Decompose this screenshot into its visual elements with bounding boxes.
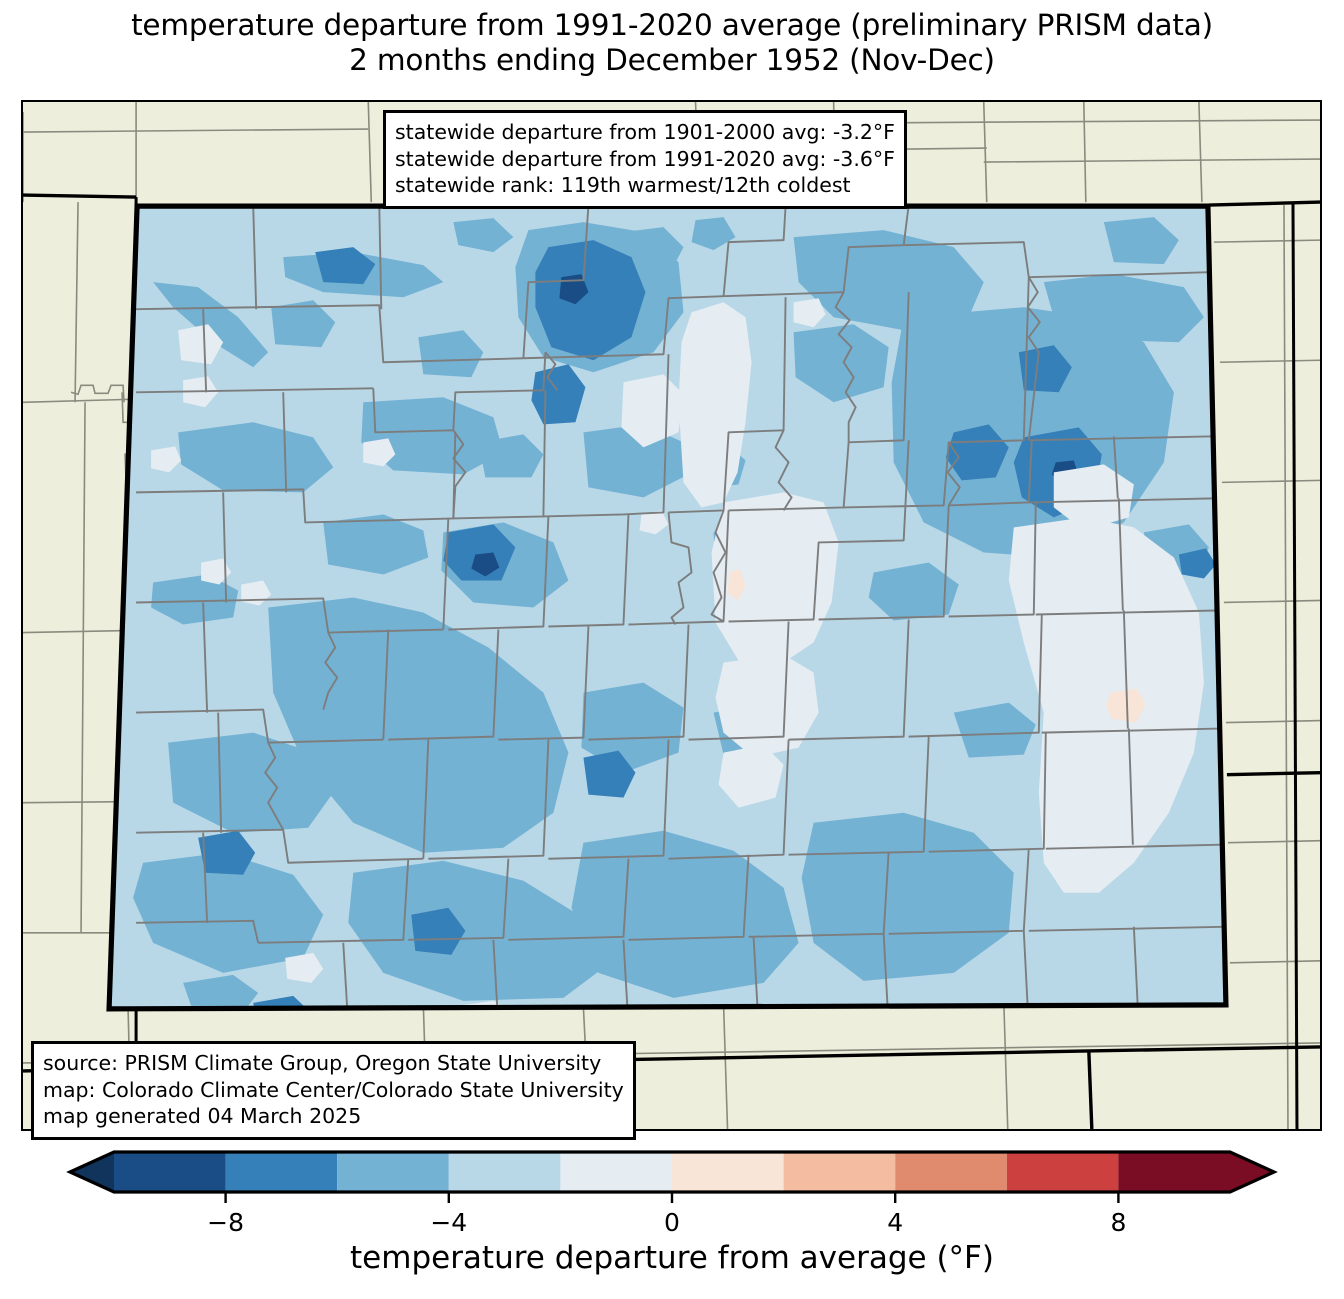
page-title: temperature departure from 1991-2020 ave… — [0, 8, 1344, 78]
info-line-departure-1901-2000: statewide departure from 1901-2000 avg: … — [395, 120, 895, 144]
statewide-statistics-box: statewide departure from 1901-2000 avg: … — [383, 110, 907, 209]
source-attribution-box: source: PRISM Climate Group, Oregon Stat… — [31, 1041, 636, 1140]
colorbar-outline — [66, 1150, 1278, 1194]
source-line-data: source: PRISM Climate Group, Oregon Stat… — [43, 1051, 602, 1075]
colorbar-band — [560, 1152, 672, 1192]
colorbar-band — [783, 1152, 896, 1192]
colorbar-ticks — [224, 1192, 1120, 1203]
colorbar-tick-label: −4 — [430, 1208, 468, 1237]
info-line-departure-1991-2020: statewide departure from 1991-2020 avg: … — [395, 146, 895, 171]
source-line-map: map: Colorado Climate Center/Colorado St… — [43, 1077, 624, 1102]
colorbar-tick-label: 4 — [887, 1208, 904, 1237]
colorbar-cap-low — [70, 1152, 114, 1192]
colorbar-band — [1118, 1152, 1230, 1192]
colorbar-band — [1006, 1152, 1119, 1192]
colorbar-band — [895, 1152, 1007, 1192]
colorbar-band — [114, 1152, 226, 1192]
colorbar-tick-label: 8 — [1110, 1208, 1127, 1237]
colorado-county-lines — [136, 206, 1223, 1009]
colorbar-cap-high — [1230, 1152, 1274, 1192]
colorbar-svg — [66, 1150, 1278, 1203]
colorbar-axis-label: temperature departure from average (°F) — [350, 1240, 994, 1276]
colorbar-bands — [70, 1152, 1274, 1192]
colorbar-tick-label: 0 — [664, 1208, 680, 1237]
colorbar-band — [448, 1152, 561, 1192]
title-line-1: temperature departure from 1991-2020 ave… — [131, 8, 1213, 42]
source-line-generated: map generated 04 March 2025 — [43, 1104, 362, 1129]
colorbar-band — [225, 1152, 338, 1192]
info-line-statewide-rank: statewide rank: 119th warmest/12th colde… — [395, 173, 851, 198]
title-line-2: 2 months ending December 1952 (Nov-Dec) — [349, 42, 995, 77]
colorbar-band — [337, 1152, 449, 1192]
temperature-contour-fill — [109, 206, 1226, 1009]
colorbar-tick-labels: −8 −4 0 4 8 — [0, 1186, 1344, 1237]
colorbar: −8 −4 0 4 8 — [0, 1146, 1344, 1299]
colorbar-tick-label: −8 — [207, 1208, 245, 1237]
colorado-temperature-departure-map — [23, 102, 1320, 1129]
map-panel — [21, 100, 1322, 1131]
colorbar-band — [672, 1152, 784, 1192]
